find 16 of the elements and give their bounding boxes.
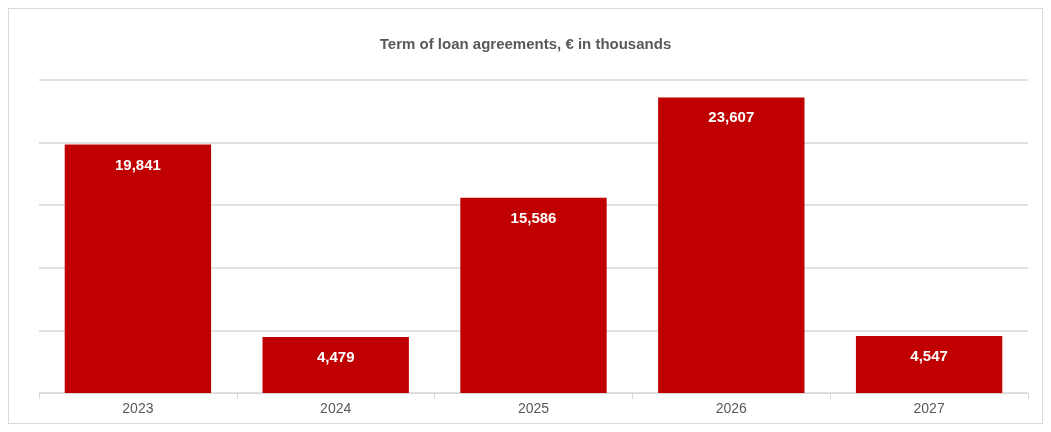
bar xyxy=(855,336,1003,393)
data-label: 4,479 xyxy=(316,347,355,365)
data-label: 23,607 xyxy=(708,108,755,126)
data-label: 4,547 xyxy=(910,347,948,365)
bar xyxy=(64,144,212,393)
bar xyxy=(658,97,805,393)
x-tick-label: 2026 xyxy=(715,400,748,416)
x-tick-label: 2024 xyxy=(320,400,352,416)
data-label: 19,841 xyxy=(114,155,161,173)
x-tick-label: 2025 xyxy=(517,400,550,416)
chart-title: Term of loan agreements, € in thousands xyxy=(379,35,672,52)
bar xyxy=(262,336,409,393)
x-tick-label: 2027 xyxy=(913,400,945,416)
data-label: 15,586 xyxy=(510,208,557,226)
bar xyxy=(460,197,607,393)
x-tick-label: 2023 xyxy=(122,400,154,416)
